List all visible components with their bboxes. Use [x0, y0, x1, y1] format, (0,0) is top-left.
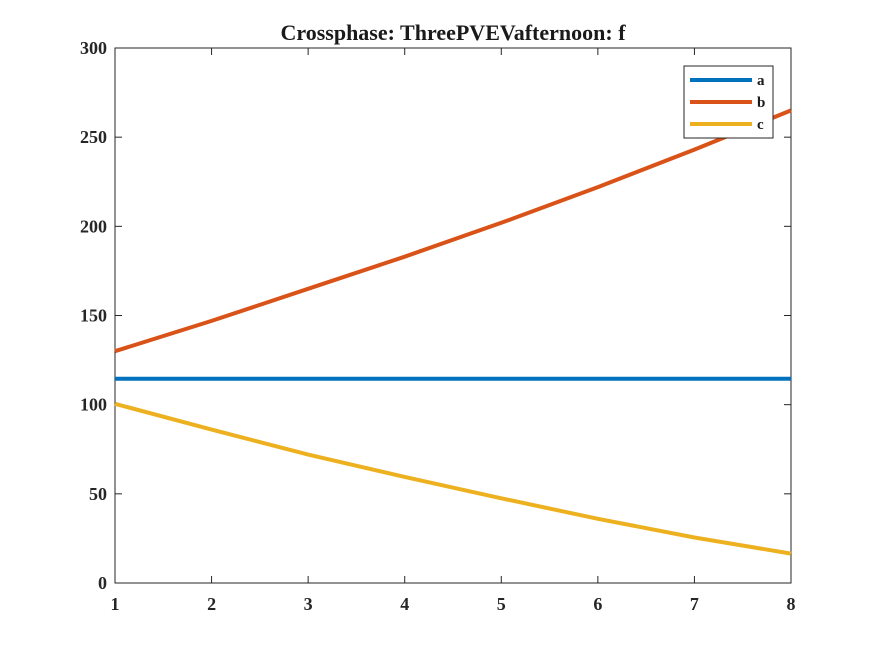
- x-tick-label: 3: [304, 594, 313, 614]
- plot-area: 1 2 3 4 5 6 7 8 0 50 100 150 200 250 300: [80, 38, 796, 614]
- x-tick-label: 7: [690, 594, 699, 614]
- x-tick-label: 1: [111, 594, 120, 614]
- legend-label-b: b: [757, 95, 765, 111]
- legend-label-c: c: [757, 117, 764, 133]
- x-axis: 1 2 3 4 5 6 7 8: [111, 48, 796, 614]
- y-tick-label: 250: [80, 127, 107, 147]
- series-line-c: [114, 401, 792, 556]
- legend-items: abc: [690, 73, 765, 133]
- y-tick-label: 50: [89, 484, 107, 504]
- x-tick-label: 8: [787, 594, 796, 614]
- y-tick-label: 0: [98, 573, 107, 593]
- x-tick-label: 6: [593, 594, 602, 614]
- y-tick-label: 200: [80, 216, 107, 236]
- y-axis: 0 50 100 150 200 250 300: [80, 38, 791, 593]
- x-tick-label: 2: [207, 594, 216, 614]
- y-tick-label: 150: [80, 306, 107, 326]
- legend: abc: [683, 65, 774, 139]
- series-line-b: [114, 108, 792, 354]
- series-lines: [114, 108, 792, 556]
- legend-label-a: a: [757, 73, 765, 89]
- y-tick-label: 300: [80, 38, 107, 58]
- chart-title: Crossphase: ThreePVEVafternoon: f: [280, 20, 626, 45]
- x-tick-label: 5: [497, 594, 506, 614]
- y-tick-label: 100: [80, 395, 107, 415]
- x-tick-label: 4: [400, 594, 409, 614]
